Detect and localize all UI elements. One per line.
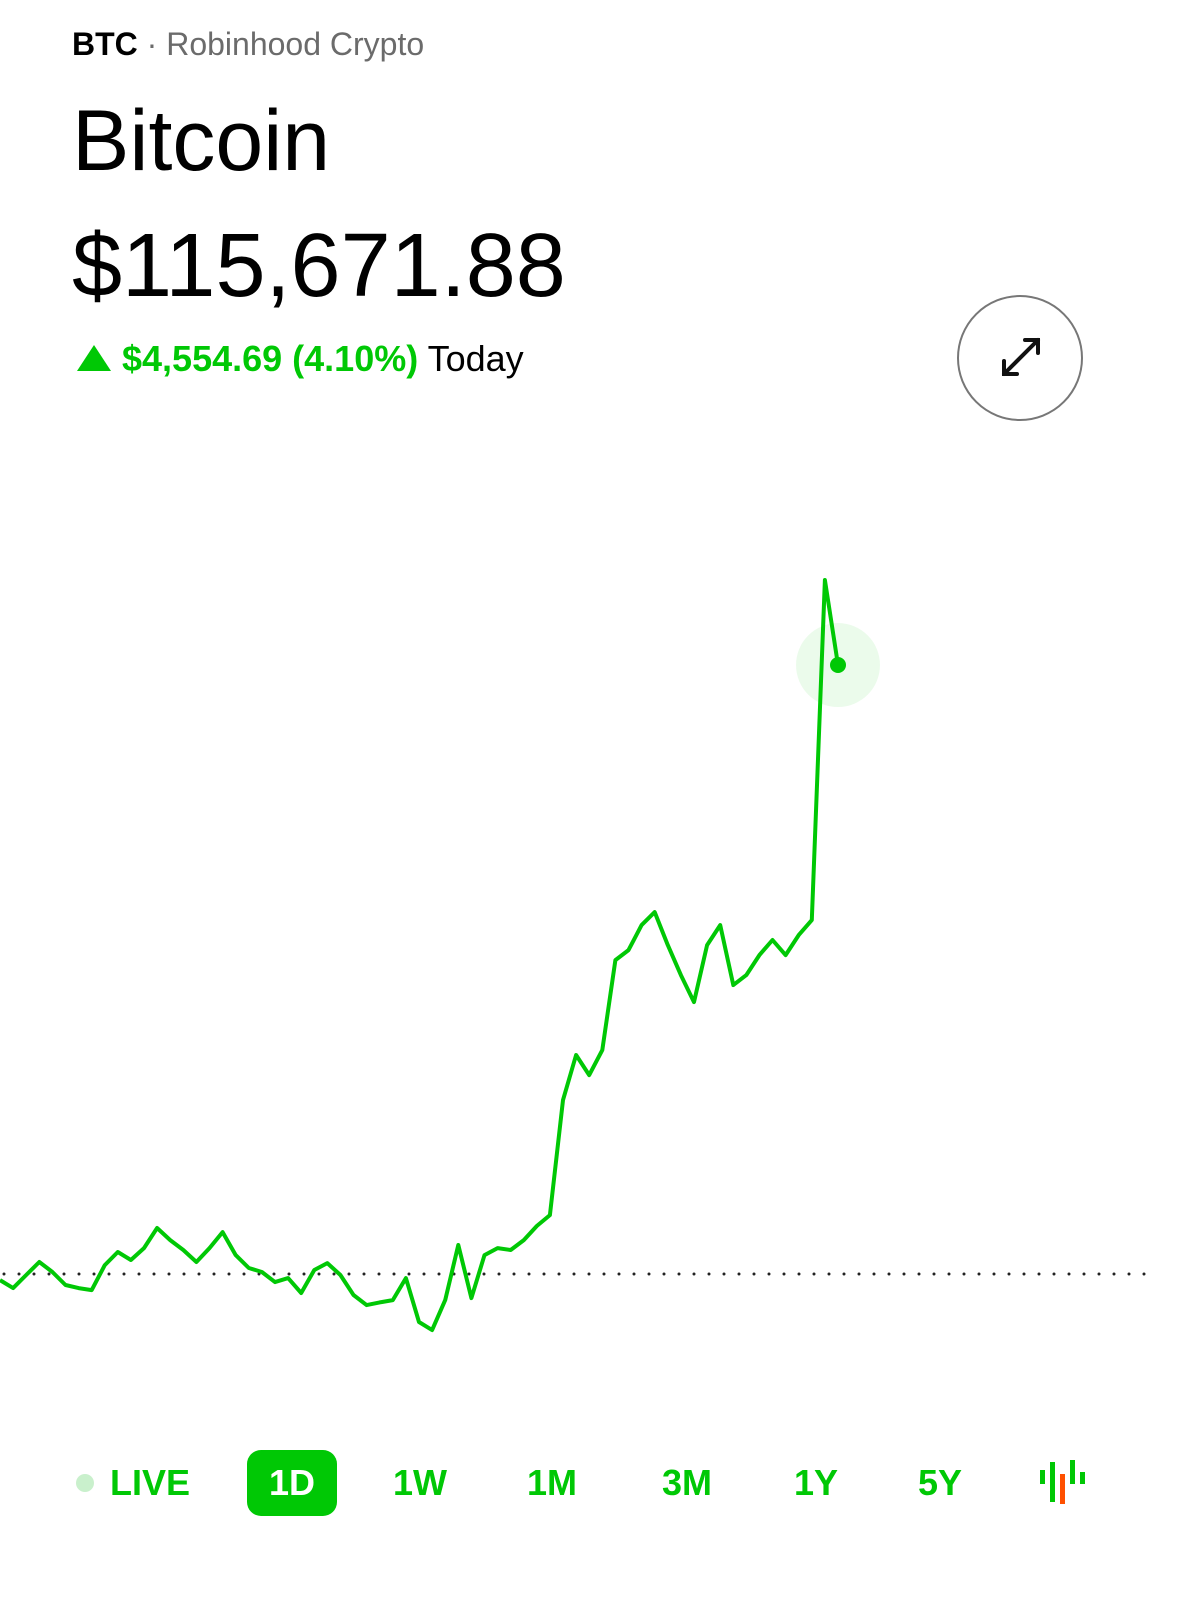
current-point xyxy=(830,657,846,674)
period: Today xyxy=(427,338,524,379)
candle xyxy=(1060,1474,1065,1504)
range-button[interactable]: 5Y xyxy=(917,1462,963,1503)
source: Robinhood Crypto xyxy=(166,26,425,62)
change-line: $4,554.69 (4.10%) Today xyxy=(76,338,524,380)
candle xyxy=(1070,1460,1075,1484)
asset-name: Bitcoin xyxy=(72,93,331,189)
range-button[interactable]: 1M xyxy=(526,1462,577,1503)
range-button[interactable]: 1Y xyxy=(793,1462,839,1503)
range-button[interactable]: 1D xyxy=(247,1450,337,1516)
price-line xyxy=(0,578,840,1333)
price: $115,671.88 xyxy=(72,216,566,316)
separator: · xyxy=(146,26,158,62)
price-chart xyxy=(0,578,1152,1333)
up-arrow xyxy=(77,345,111,371)
live-dot xyxy=(76,1474,94,1492)
range-bar: LIVE 1D 1W 1M 3M 1Y 5Y xyxy=(0,1450,1179,1520)
range-button[interactable]: LIVE xyxy=(109,1462,190,1503)
range-button[interactable]: 3M xyxy=(661,1462,712,1503)
candle xyxy=(1040,1470,1045,1484)
ticker: BTC xyxy=(72,26,138,62)
range-button[interactable]: 1W xyxy=(393,1462,447,1503)
candlestick-toggle[interactable] xyxy=(1037,1458,1087,1508)
candle xyxy=(1050,1462,1055,1502)
candle xyxy=(1080,1472,1085,1484)
expand-button[interactable] xyxy=(957,295,1083,421)
change: $4,554.69 (4.10%) xyxy=(122,338,419,379)
expand-icon xyxy=(1002,338,1040,376)
ticker-line: BTC · Robinhood Crypto xyxy=(72,26,424,63)
